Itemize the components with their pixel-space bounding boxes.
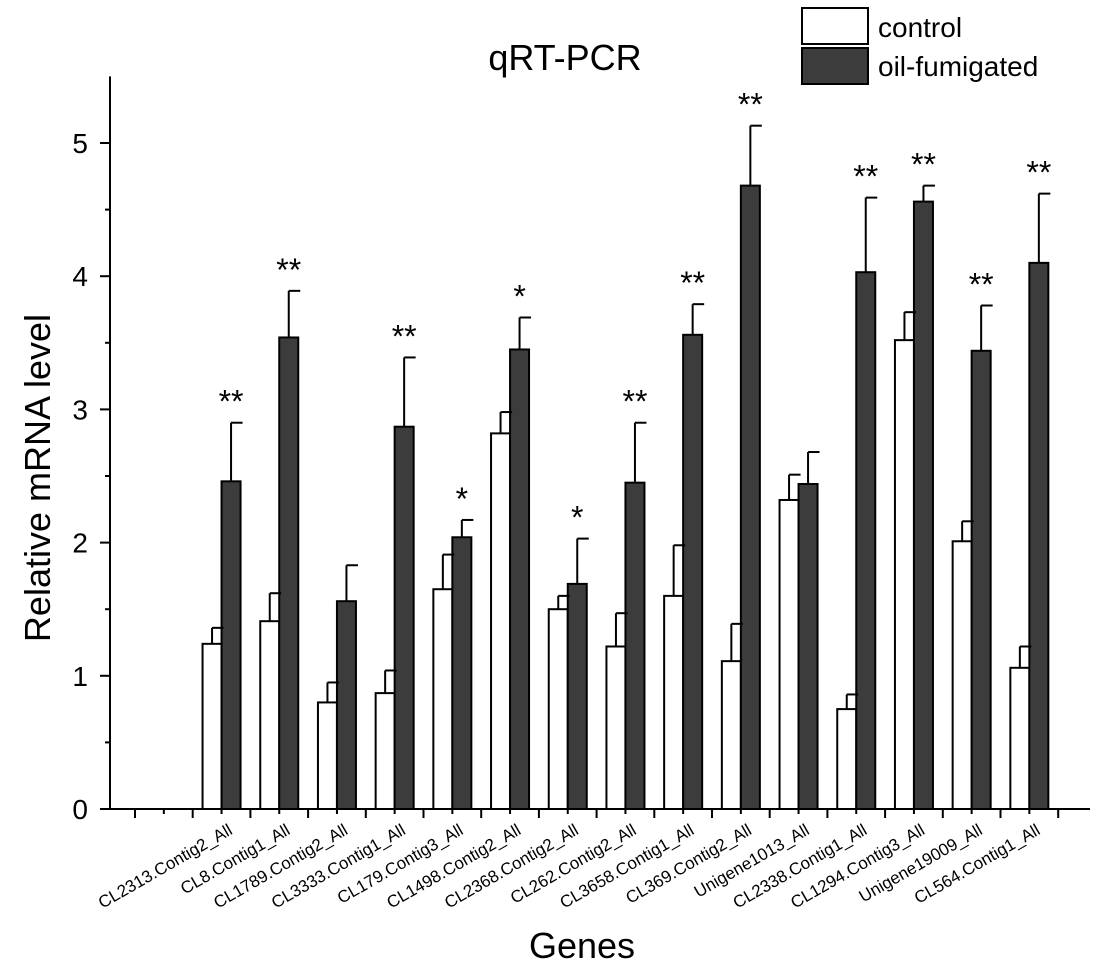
significance-label: ** — [219, 384, 244, 420]
bar-control — [663, 594, 685, 810]
significance-label: * — [571, 500, 583, 536]
legend-swatch-control — [801, 7, 869, 45]
y-tick-label: 5 — [72, 128, 88, 159]
bar-oil-fumigated — [220, 480, 242, 810]
significance-label: ** — [680, 265, 705, 301]
bar-control — [432, 588, 454, 810]
legend-swatch-oil-fumigated — [801, 47, 869, 85]
significance-label: * — [456, 481, 468, 517]
significance-label: ** — [853, 159, 878, 195]
chart-title: qRT-PCR — [488, 37, 641, 78]
bar-control — [951, 540, 973, 810]
bar-oil-fumigated — [855, 271, 877, 811]
bar-control — [720, 660, 742, 811]
bar-control — [316, 701, 338, 810]
y-tick-label: 1 — [72, 661, 88, 692]
bar-control — [547, 608, 569, 811]
x-axis-label: Genes — [529, 925, 635, 966]
bar-oil-fumigated — [739, 184, 761, 810]
bar-control — [374, 692, 396, 811]
bar-oil-fumigated — [566, 582, 588, 811]
significance-label: ** — [911, 147, 936, 183]
bar-control — [259, 620, 281, 810]
significance-label: * — [513, 278, 525, 314]
significance-label: ** — [969, 267, 994, 303]
legend-label-oil-fumigated: oil-fumigated — [878, 51, 1038, 82]
bar-oil-fumigated — [912, 200, 934, 811]
y-tick-label: 2 — [72, 528, 88, 559]
y-tick-label: 0 — [72, 794, 88, 825]
significance-label: ** — [276, 252, 301, 288]
bar-oil-fumigated — [682, 333, 704, 810]
error-bars — [211, 124, 1051, 710]
bar-oil-fumigated — [393, 425, 415, 810]
significance-markers: ***************** ****** — [219, 87, 1052, 536]
significance-label: ** — [1026, 155, 1051, 191]
significance-label: ** — [738, 87, 763, 123]
bar-oil-fumigated — [797, 482, 819, 810]
bar-oil-fumigated — [509, 348, 531, 810]
bars — [201, 184, 1050, 811]
significance-label: ** — [622, 384, 647, 420]
bar-control — [201, 642, 223, 810]
y-tick-label: 3 — [72, 394, 88, 425]
bar-oil-fumigated — [1028, 261, 1050, 810]
bar-control — [1009, 666, 1031, 810]
bar-control — [836, 708, 858, 810]
legend: control oil-fumigated — [801, 7, 1038, 85]
bar-control — [490, 432, 512, 810]
bar-oil-fumigated — [335, 600, 357, 811]
significance-label: ** — [392, 318, 417, 354]
y-tick-label: 4 — [72, 261, 88, 292]
bar-oil-fumigated — [451, 536, 473, 810]
y-axis-label: Relative mRNA level — [17, 314, 58, 642]
bar-oil-fumigated — [278, 336, 300, 810]
bar-control — [893, 339, 915, 810]
legend-label-control: control — [878, 12, 962, 43]
bar-oil-fumigated — [624, 481, 646, 810]
x-tick-labels: CL2313.Contig2_AllCL8.Contig1_AllCL1789.… — [95, 820, 1043, 912]
bar-control — [605, 645, 627, 810]
bar-oil-fumigated — [970, 349, 992, 810]
bar-control — [778, 498, 800, 810]
